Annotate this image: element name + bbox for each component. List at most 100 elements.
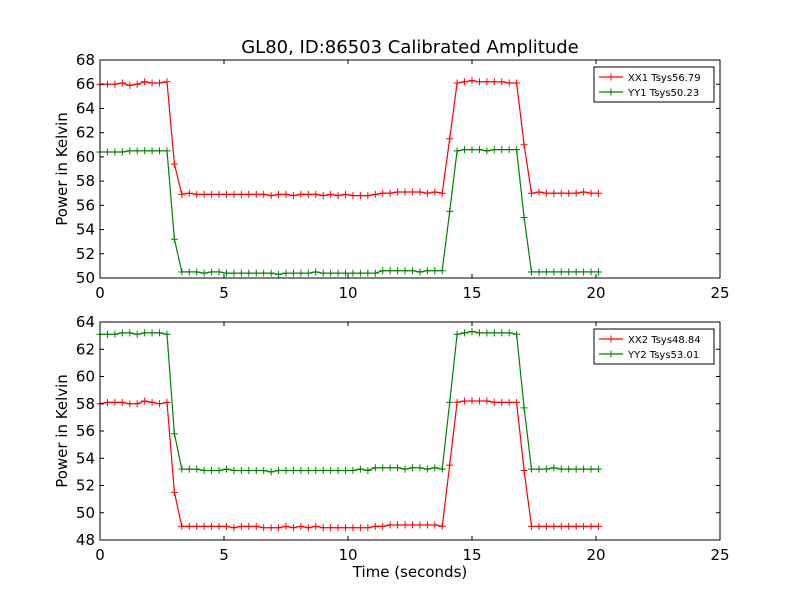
data-point [431, 267, 439, 275]
data-point [208, 467, 216, 475]
data-point [334, 269, 342, 277]
legend-label: XX1 Tsys56.79 [628, 73, 701, 84]
data-point [520, 404, 528, 412]
data-point [275, 524, 283, 532]
data-point [475, 146, 483, 154]
data-point [513, 146, 521, 154]
data-point [379, 464, 387, 472]
data-point [193, 522, 201, 530]
data-point [200, 190, 208, 198]
data-point [446, 207, 454, 215]
data-point [580, 268, 588, 276]
x-tick-label: 0 [95, 546, 105, 564]
data-point [312, 467, 320, 475]
data-point [193, 268, 201, 276]
data-point [505, 398, 513, 406]
data-point [327, 269, 335, 277]
data-point [505, 146, 513, 154]
data-point [178, 268, 186, 276]
data-point [133, 330, 141, 338]
data-point [356, 524, 364, 532]
data-point [334, 192, 342, 200]
data-point [304, 269, 312, 277]
data-point [394, 188, 402, 196]
data-point [565, 268, 573, 276]
data-point [297, 467, 305, 475]
y-tick-label: 64 [76, 313, 95, 331]
data-point [237, 190, 245, 198]
data-point [156, 329, 164, 337]
data-point [148, 329, 156, 337]
data-point [215, 268, 223, 276]
y-axis-label: Power in Kelvin [53, 374, 71, 488]
y-tick-label: 60 [76, 148, 95, 166]
data-point [468, 77, 476, 85]
data-point [565, 189, 573, 197]
data-point [386, 521, 394, 529]
data-point [163, 330, 171, 338]
data-point [379, 522, 387, 530]
data-point [282, 190, 290, 198]
data-point [535, 188, 543, 196]
data-point [103, 148, 111, 156]
series-line [100, 79, 599, 197]
data-point [118, 148, 126, 156]
data-point [304, 467, 312, 475]
data-point [275, 190, 283, 198]
data-point [490, 398, 498, 406]
data-point [431, 188, 439, 196]
x-tick-label: 5 [219, 546, 229, 564]
data-point [446, 135, 454, 143]
data-point [572, 465, 580, 473]
data-point [453, 147, 461, 155]
data-point [260, 190, 268, 198]
data-point [245, 522, 253, 530]
data-point [594, 189, 602, 197]
data-point [535, 268, 543, 276]
data-point [156, 400, 164, 408]
data-point [178, 465, 186, 473]
y-tick-label: 48 [76, 531, 95, 549]
data-point [267, 269, 275, 277]
data-point [275, 270, 283, 278]
data-point [550, 522, 558, 530]
data-point [438, 267, 446, 275]
data-point [475, 397, 483, 405]
data-point [557, 268, 565, 276]
data-point [490, 146, 498, 154]
data-point [498, 146, 506, 154]
x-tick-label: 0 [95, 284, 105, 302]
data-point [408, 267, 416, 275]
data-point [222, 190, 230, 198]
data-point [401, 188, 409, 196]
data-point [289, 524, 297, 532]
y-tick-label: 62 [76, 124, 95, 142]
data-point [245, 269, 253, 277]
data-point [237, 269, 245, 277]
data-point [126, 329, 134, 337]
y-tick-label: 60 [76, 368, 95, 386]
data-point [282, 522, 290, 530]
data-point [453, 330, 461, 338]
data-point [498, 78, 506, 86]
data-point [453, 79, 461, 87]
legend: XX1 Tsys56.79 YY1 Tsys50.23 [593, 66, 715, 103]
data-point [222, 522, 230, 530]
data-point [230, 524, 238, 532]
data-point [408, 464, 416, 472]
data-point [133, 80, 141, 88]
data-point [185, 268, 193, 276]
data-point [513, 330, 521, 338]
legend-swatch-marker [607, 350, 615, 358]
data-point [170, 235, 178, 243]
data-point [379, 267, 387, 275]
data-point [557, 522, 565, 530]
data-point [535, 522, 543, 530]
data-point [364, 524, 372, 532]
data-point [141, 78, 149, 86]
y-axis-label: Power in Kelvin [53, 112, 71, 226]
legend-swatch-marker [607, 335, 615, 343]
figure-title: GL80, ID:86503 Calibrated Amplitude [241, 37, 579, 58]
chart-panel-bottom: 0 5 10 15 20 25 48 50 52 54 56 58 60 62 64 Power in Kel… [53, 313, 730, 564]
data-point [111, 148, 119, 156]
